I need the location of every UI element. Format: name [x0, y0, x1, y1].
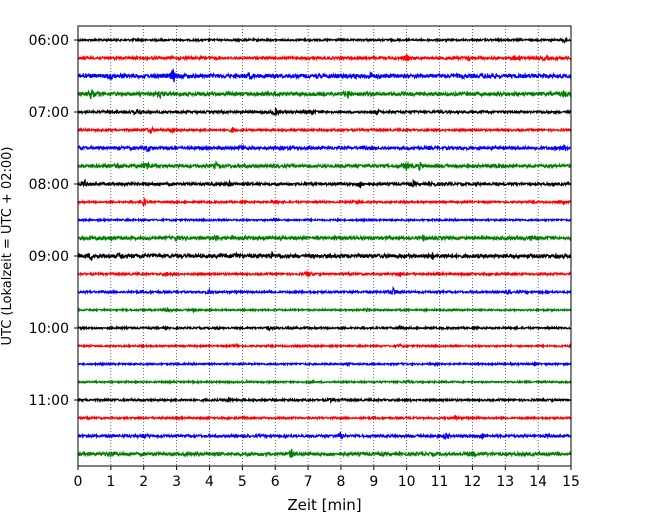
trace-0600 [77, 36, 572, 45]
x-tick-label: 10 [398, 474, 416, 490]
y-axis-ticks: 06:00 07:00 08:00 09:00 10:00 11:00 [29, 33, 78, 409]
x-tick-label: 8 [336, 474, 345, 490]
x-tick-label: 14 [529, 474, 547, 490]
trace-0730 [77, 143, 572, 153]
y-tick-label: 06:00 [29, 33, 69, 49]
y-axis-label: UTC (Lokalzeit = UTC + 02:00) [0, 147, 15, 346]
y-tick-label: 10:00 [29, 321, 69, 337]
trace-1100 [77, 396, 572, 405]
trace-1015 [77, 342, 572, 350]
trace-1030 [77, 360, 572, 368]
trace-0800 [77, 178, 572, 189]
x-tick-label: 1 [106, 474, 115, 490]
trace-1130 [77, 431, 572, 441]
trace-1045 [77, 378, 572, 386]
x-tick-label: 0 [74, 474, 83, 490]
x-tick-label: 4 [205, 474, 214, 490]
x-tick-label: 7 [304, 474, 313, 490]
trace-1115 [77, 414, 572, 422]
x-tick-label: 2 [139, 474, 148, 490]
trace-0745 [77, 160, 572, 172]
y-tick-label: 07:00 [29, 105, 69, 121]
trace-0815 [77, 197, 572, 207]
trace-0645 [77, 88, 572, 100]
trace-1000 [77, 324, 572, 332]
vertical-grid [110, 26, 539, 466]
x-tick-label: 3 [172, 474, 181, 490]
trace-1145 [77, 448, 572, 459]
seismogram-traces [77, 36, 572, 459]
y-tick-label: 11:00 [29, 393, 69, 409]
trace-0845 [77, 234, 572, 242]
x-tick-label: 6 [271, 474, 280, 490]
x-tick-label: 15 [562, 474, 580, 490]
trace-0715 [77, 125, 572, 135]
trace-0615 [77, 53, 572, 63]
y-tick-label: 08:00 [29, 177, 69, 193]
x-axis-ticks: 0 1 2 3 4 5 6 7 8 9 10 11 12 13 14 15 [74, 466, 580, 490]
y-tick-label: 09:00 [29, 249, 69, 265]
trace-0915 [77, 269, 572, 278]
trace-0930 [77, 285, 572, 296]
x-axis-label: Zeit [min] [287, 496, 361, 514]
trace-0630 [77, 67, 572, 83]
x-tick-label: 13 [496, 474, 514, 490]
trace-0900 [77, 250, 572, 261]
trace-0700 [77, 107, 572, 117]
x-tick-label: 12 [463, 474, 481, 490]
trace-0945 [77, 306, 572, 314]
plot-frame [77, 25, 572, 467]
trace-0830 [77, 216, 572, 224]
x-tick-label: 5 [238, 474, 247, 490]
x-tick-label: 11 [431, 474, 449, 490]
x-tick-label: 9 [369, 474, 378, 490]
